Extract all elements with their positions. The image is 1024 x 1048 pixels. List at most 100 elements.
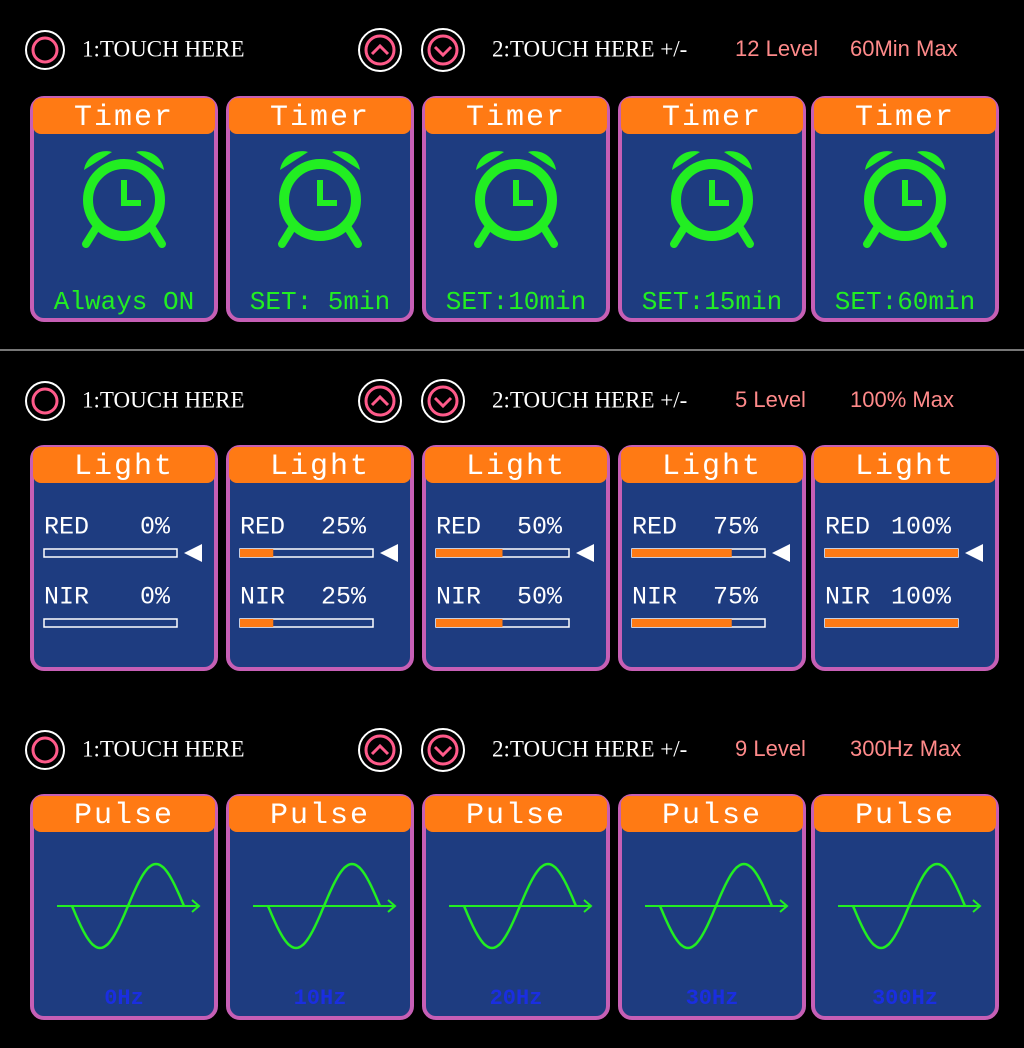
selection-pointer [772, 544, 790, 562]
nir-value-label: 100% [891, 583, 952, 612]
up-button-arrow [370, 743, 390, 756]
up-button-arrow [370, 394, 390, 407]
clock-feet [82, 224, 166, 248]
timer-setting: Always ON [54, 287, 194, 317]
panel[interactable]: Light RED 25% NIR 25% [226, 445, 414, 671]
panel[interactable]: Pulse 0Hz [30, 794, 218, 1020]
red-label: RED [825, 513, 870, 542]
timer-setting: SET:15min [642, 287, 782, 317]
up-button[interactable] [358, 379, 402, 423]
level-count: 5 Level [735, 387, 806, 412]
panel[interactable]: Pulse 300Hz [811, 794, 999, 1020]
timer-setting: SET: 5min [250, 287, 390, 317]
panel[interactable]: Timer SET:10min [422, 96, 610, 322]
up-button-inner [364, 34, 396, 66]
max-value: 300Hz Max [850, 736, 961, 761]
panel-header [814, 98, 996, 134]
red-value-label: 100% [891, 513, 952, 542]
panel-header [814, 447, 996, 483]
panel-header [229, 447, 411, 483]
clock-hands [121, 180, 141, 206]
panel-header [425, 796, 607, 832]
panel[interactable]: Light RED 100% NIR 100% [811, 445, 999, 671]
adjust-label: 2:TOUCH HERE +/- [492, 387, 687, 412]
panel-header [425, 98, 607, 134]
down-button-inner [427, 34, 459, 66]
mode-icon[interactable] [25, 381, 65, 421]
panel-header [621, 796, 803, 832]
up-button-inner [364, 734, 396, 766]
red-label: RED [44, 513, 89, 542]
level-count: 12 Level [735, 36, 818, 61]
mode-icon-inner [31, 36, 59, 64]
panel[interactable]: Timer SET:15min [618, 96, 806, 322]
touch-here-label: 1:TOUCH HERE [82, 387, 245, 412]
down-button-arrow [433, 396, 453, 409]
clock-hands [902, 180, 922, 206]
nir-bar-fill [825, 619, 958, 627]
panel[interactable]: Pulse 10Hz [226, 794, 414, 1020]
pulse-wave [851, 862, 967, 950]
red-value-label: 50% [517, 513, 563, 542]
nir-label: NIR [632, 583, 677, 612]
clock-feet [863, 224, 947, 248]
adjust-label: 2:TOUCH HERE +/- [492, 736, 687, 761]
panel-header [33, 447, 215, 483]
down-button[interactable] [421, 728, 465, 772]
pulse-frequency: 0Hz [104, 986, 144, 1011]
panel[interactable]: Pulse 30Hz [618, 794, 806, 1020]
down-button[interactable] [421, 28, 465, 72]
nir-value-label: 50% [517, 583, 563, 612]
red-bar-fill [632, 549, 732, 557]
panel-header [814, 796, 996, 832]
red-bar-fill [825, 549, 958, 557]
nir-label: NIR [240, 583, 285, 612]
nir-label: NIR [825, 583, 870, 612]
timer-setting: SET:10min [446, 287, 586, 317]
pulse-wave [462, 862, 578, 950]
panel[interactable]: Light RED 0% NIR 0% [30, 445, 218, 671]
down-button-inner [427, 385, 459, 417]
up-button[interactable] [358, 728, 402, 772]
panel-title: Light [270, 450, 370, 484]
clock-feet [670, 224, 754, 248]
panel-header [621, 447, 803, 483]
clock-hands [709, 180, 729, 206]
selection-pointer [576, 544, 594, 562]
panel-title: Light [466, 450, 566, 484]
clock-bells [672, 151, 752, 170]
red-value-label: 75% [713, 513, 759, 542]
mode-icon-inner [31, 387, 59, 415]
selection-pointer [184, 544, 202, 562]
nir-value-label: 75% [713, 583, 759, 612]
pulse-wave [70, 862, 186, 950]
up-button[interactable] [358, 28, 402, 72]
panel[interactable]: Light RED 50% NIR 50% [422, 445, 610, 671]
clock-hands [317, 180, 337, 206]
mode-icon[interactable] [25, 30, 65, 70]
panel-title: Pulse [662, 799, 762, 833]
clock-bells [280, 151, 360, 170]
nir-bar-fill [436, 619, 503, 627]
pulse-frequency: 300Hz [872, 986, 938, 1011]
clock-bells [865, 151, 945, 170]
down-button[interactable] [421, 379, 465, 423]
up-button-arrow [370, 43, 390, 56]
nir-bar-fill [240, 619, 274, 627]
timer-setting: SET:60min [835, 287, 975, 317]
touch-here-label: 1:TOUCH HERE [82, 36, 245, 61]
panel[interactable]: Pulse 20Hz [422, 794, 610, 1020]
nir-bar-track [43, 618, 178, 628]
panel-header [229, 796, 411, 832]
panel-header [33, 98, 215, 134]
red-bar-track [43, 548, 178, 558]
clock-bells [84, 151, 164, 170]
mode-icon[interactable] [25, 730, 65, 770]
panel-title: Pulse [855, 799, 955, 833]
panel[interactable]: Timer SET:60min [811, 96, 999, 322]
panel[interactable]: Light RED 75% NIR 75% [618, 445, 806, 671]
panel[interactable]: Timer Always ON [30, 96, 218, 322]
touch-here-label: 1:TOUCH HERE [82, 736, 245, 761]
selection-pointer [965, 544, 983, 562]
panel[interactable]: Timer SET: 5min [226, 96, 414, 322]
